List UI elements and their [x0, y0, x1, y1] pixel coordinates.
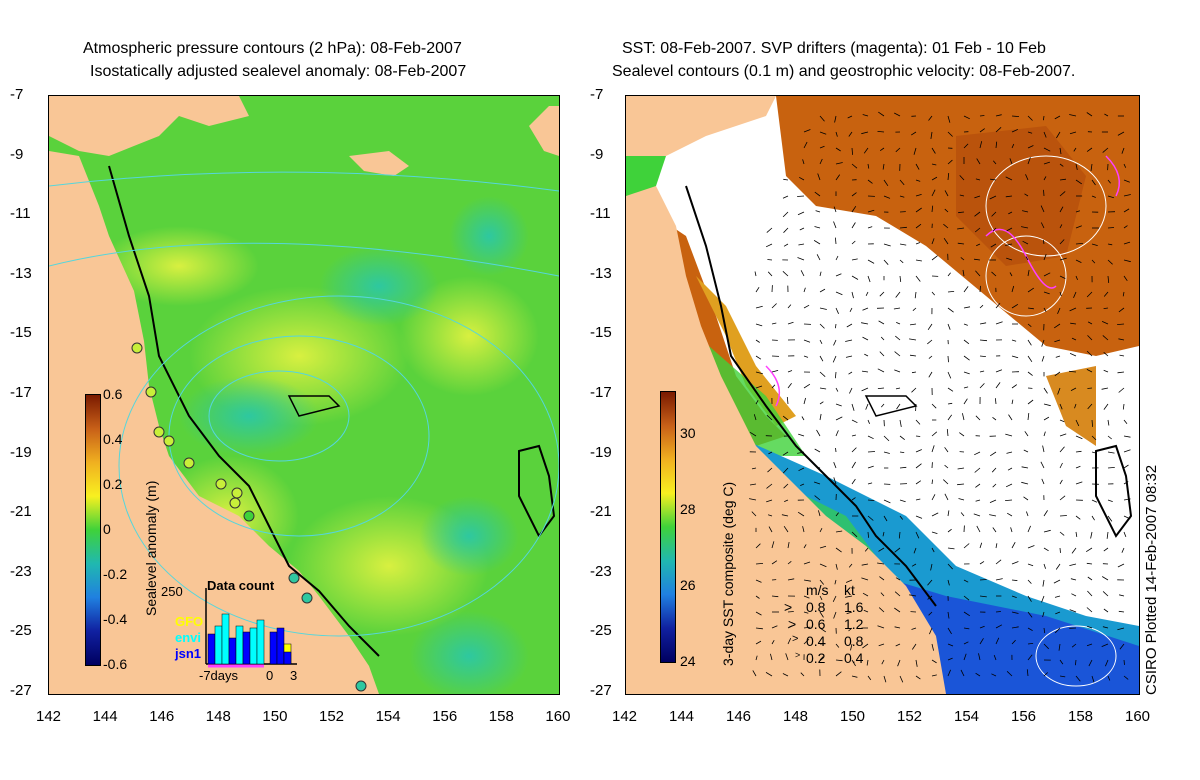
sat-envi-label: envi — [175, 630, 202, 645]
sst-tick-1: 28 — [680, 501, 696, 517]
vel-legend-ms-3: 0.2 — [806, 650, 826, 666]
left-lon-tick-3: 148 — [205, 708, 231, 725]
left-lon-tick-2: 146 — [149, 708, 175, 725]
right-lat-tick-0: -7 — [590, 86, 604, 103]
velocity-vectors — [749, 111, 1131, 683]
right-lat-tick-1: -9 — [590, 145, 604, 163]
sst-tick-0: 30 — [680, 425, 696, 441]
data-count-histogram — [205, 588, 297, 668]
right-lat-tick-4: -15 — [590, 324, 612, 342]
sst-colorbar-label: 3-day SST composite (deg C) — [720, 481, 736, 666]
sealevel-anomaly-map-svg — [49, 96, 559, 694]
left-lat-tick-9: -25 — [10, 622, 32, 640]
vel-legend-header-kt: kt — [844, 582, 855, 598]
tide-gauge-markers — [131, 342, 367, 692]
right-title-line2: Sealevel contours (0.1 m) and geostrophi… — [612, 63, 1076, 80]
sealevel-anomaly-map: 0.6 0.4 0.2 0 -0.2 -0.4 -0.6 Sealevel an… — [48, 95, 560, 695]
data-count-x-left: -7days — [199, 668, 239, 683]
vel-legend-ms-1: 0.6 — [806, 616, 826, 632]
left-lat-tick-3: -13 — [10, 264, 32, 282]
right-lon-tick-1: 144 — [669, 708, 695, 725]
right-lon-tick-9: 160 — [1125, 708, 1151, 725]
vel-legend-arrow-1: > — [788, 616, 797, 632]
right-title-line1: SST: 08-Feb-2007. SVP drifters (magenta)… — [622, 40, 1046, 57]
sst-colorbar — [660, 391, 676, 663]
sla-colorbar-label: Sealevel anomaly (m) — [143, 480, 159, 616]
png-land — [49, 96, 249, 156]
data-count-x-zero: 0 — [266, 668, 274, 683]
australia-land-right — [626, 136, 946, 694]
vel-legend-kt-3: 0.4 — [844, 650, 864, 666]
right-lat-tick-5: -17 — [590, 384, 612, 401]
png-land-right — [626, 96, 776, 156]
vel-legend-kt-0: 1.6 — [844, 599, 864, 615]
right-lon-tick-8: 158 — [1068, 708, 1094, 725]
vel-legend-kt-1: 1.2 — [844, 616, 864, 632]
left-lon-tick-5: 152 — [319, 708, 345, 725]
left-lon-tick-4: 150 — [262, 708, 288, 725]
left-lat-tick-0: -7 — [10, 86, 24, 103]
vel-legend-ms-2: 0.4 — [806, 633, 826, 649]
right-lat-tick-8: -23 — [590, 562, 612, 580]
vel-legend-header-ms: m/s — [806, 582, 829, 598]
sat-jsn1-label: jsn1 — [175, 646, 202, 661]
right-lon-tick-4: 150 — [840, 708, 866, 725]
left-lon-tick-1: 144 — [92, 708, 118, 725]
data-count-x-right: 3 — [290, 668, 298, 683]
left-lat-tick-8: -23 — [10, 562, 32, 580]
vel-legend-arrow-0: > — [784, 599, 793, 615]
right-lat-tick-9: -25 — [590, 622, 612, 640]
drifter-track — [985, 228, 1057, 289]
sla-tick-6: -0.6 — [103, 656, 128, 672]
right-lon-tick-5: 152 — [897, 708, 923, 725]
left-lon-tick-6: 154 — [375, 708, 401, 725]
sla-tick-0: 0.6 — [103, 386, 123, 402]
right-lon-tick-2: 146 — [726, 708, 752, 725]
vel-legend-arrow-2: > — [792, 633, 799, 645]
sla-tick-2: 0.2 — [103, 476, 123, 492]
left-lat-tick-5: -17 — [10, 384, 32, 401]
left-lat-tick-10: -27 — [10, 682, 32, 699]
sla-tick-4: -0.2 — [103, 566, 128, 582]
right-lat-tick-10: -27 — [590, 682, 612, 699]
left-lat-tick-6: -19 — [10, 443, 32, 461]
sst-map-svg — [626, 96, 1139, 694]
left-title-line2: Isostatically adjusted sealevel anomaly:… — [90, 63, 467, 80]
data-count-title: Data count — [207, 578, 275, 593]
right-lon-tick-0: 142 — [612, 708, 638, 725]
right-lat-tick-7: -21 — [590, 503, 612, 521]
sla-colorbar — [85, 394, 101, 666]
plot-credit: CSIRO Plotted 14-Feb-2007 08:32 — [1143, 464, 1160, 695]
left-lon-tick-0: 142 — [36, 708, 62, 725]
vel-legend-kt-2: 0.8 — [844, 633, 864, 649]
vel-legend-arrow-3: > — [795, 650, 801, 660]
left-lon-tick-8: 158 — [488, 708, 514, 725]
left-title-line1: Atmospheric pressure contours (2 hPa): 0… — [83, 40, 462, 57]
left-lat-tick-1: -9 — [10, 145, 24, 163]
right-lon-tick-3: 148 — [783, 708, 809, 725]
sst-tick-3: 24 — [680, 653, 696, 669]
sla-tick-1: 0.4 — [103, 431, 123, 447]
right-lat-tick-3: -13 — [590, 264, 612, 282]
australia-land — [49, 151, 379, 694]
left-lon-tick-9: 160 — [545, 708, 571, 725]
sat-gfo-label: GFO — [175, 614, 204, 629]
right-lat-tick-2: -11 — [590, 205, 611, 223]
right-lat-tick-6: -19 — [590, 443, 612, 461]
vel-legend-ms-0: 0.8 — [806, 599, 826, 615]
sst-map: 30 28 26 24 3-day SST composite (deg C) … — [625, 95, 1140, 695]
sst-tick-2: 26 — [680, 577, 696, 593]
sla-tick-3: 0 — [103, 521, 111, 537]
data-count-ymax: 250 — [161, 584, 183, 599]
right-lon-tick-6: 154 — [954, 708, 980, 725]
left-lat-tick-7: -21 — [10, 503, 32, 521]
left-lat-tick-2: -11 — [10, 205, 31, 223]
left-lat-tick-4: -15 — [10, 324, 32, 342]
sla-tick-5: -0.4 — [103, 611, 128, 627]
right-lon-tick-7: 156 — [1011, 708, 1037, 725]
left-lon-tick-7: 156 — [432, 708, 458, 725]
